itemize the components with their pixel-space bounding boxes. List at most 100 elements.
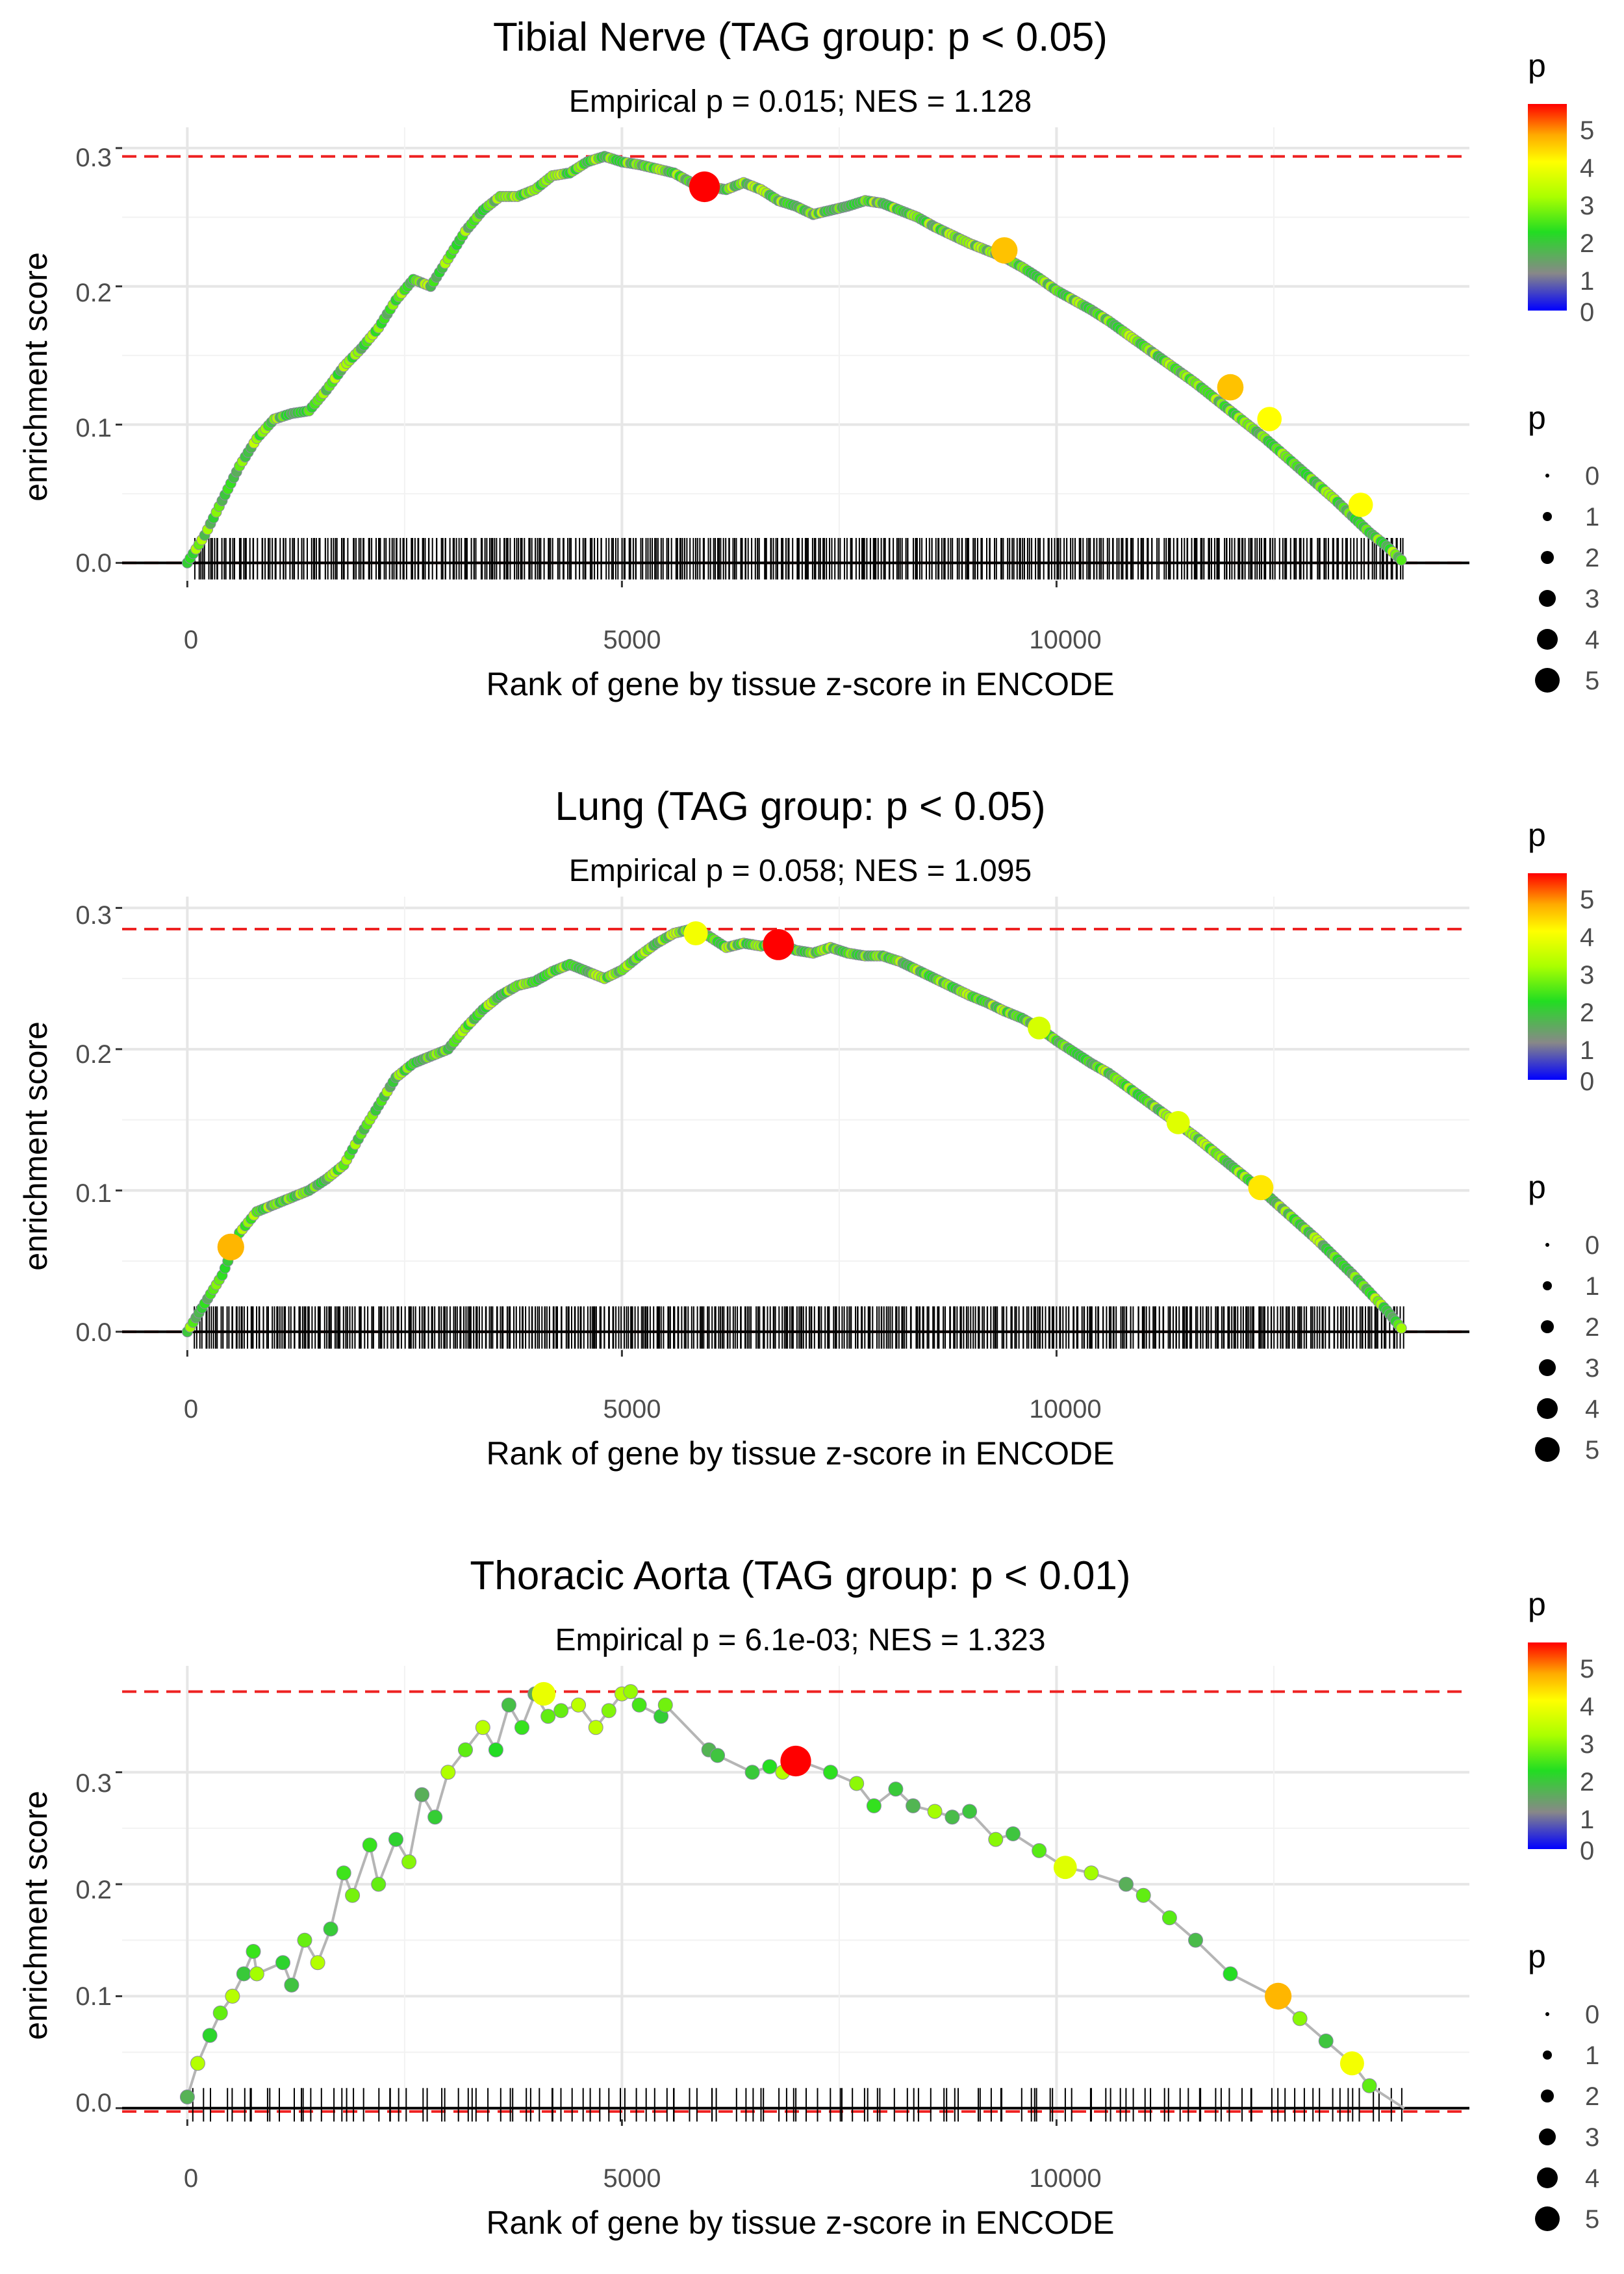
es-highlight-point: [1265, 1982, 1292, 2010]
size-key: [1539, 2128, 1556, 2145]
size-legend-label: 5: [1585, 1436, 1599, 1464]
es-point: [1395, 1322, 1407, 1334]
x-axis-label: Rank of gene by tissue z-score in ENCODE: [486, 2204, 1114, 2241]
color-legend: p 5 4 3 2 1 0: [1528, 47, 1594, 327]
size-key: [1543, 512, 1552, 521]
x-tick-label: 0: [184, 626, 198, 654]
es-point: [927, 1804, 943, 1819]
es-highlight-point: [683, 921, 708, 945]
size-legend: p 0 1 2 3 4 5: [1528, 1938, 1599, 2234]
es-point: [297, 1932, 312, 1948]
es-point: [1006, 1826, 1021, 1841]
color-legend-label: 4: [1580, 154, 1594, 183]
es-point: [849, 1776, 865, 1791]
size-legend-label: 0: [1585, 2000, 1599, 2029]
size-legend-label: 2: [1585, 1313, 1599, 1342]
es-point: [458, 1742, 473, 1757]
size-legend-label: 2: [1585, 544, 1599, 572]
es-point: [823, 1765, 838, 1780]
es-point: [275, 1955, 290, 1971]
es-point: [1136, 1887, 1151, 1903]
es-point: [246, 1944, 261, 1959]
size-key: [1545, 474, 1549, 478]
color-legend: p 5 4 3 2 1 0: [1528, 1586, 1594, 1865]
size-legend-title: p: [1528, 1938, 1546, 1974]
es-point: [988, 1832, 1004, 1847]
size-legend-label: 4: [1585, 626, 1599, 654]
size-key: [1537, 1398, 1558, 1419]
es-point: [553, 1703, 569, 1718]
y-tick-label: 0.2: [75, 279, 112, 307]
color-legend-label: 5: [1580, 886, 1594, 914]
x-tick-label: 5000: [603, 1395, 661, 1424]
x-axis-label: Rank of gene by tissue z-score in ENCODE: [486, 1435, 1114, 1472]
size-legend: p 0 1 2 3 4 5: [1528, 400, 1599, 695]
size-legend-label: 5: [1585, 667, 1599, 695]
x-axis-label: Rank of gene by tissue z-score in ENCODE: [486, 666, 1114, 702]
color-legend-label: 0: [1580, 1067, 1594, 1096]
es-point: [488, 1742, 503, 1757]
y-tick-label: 0.2: [75, 1876, 112, 1904]
plot-area: [116, 1666, 1469, 2126]
es-point: [601, 1703, 616, 1718]
es-point: [371, 1876, 387, 1892]
size-key: [1543, 1281, 1552, 1290]
es-point: [1084, 1865, 1099, 1881]
size-legend-label: 3: [1585, 2123, 1599, 2152]
color-legend-label: 4: [1580, 923, 1594, 952]
size-key: [1541, 1320, 1554, 1333]
size-key: [1535, 668, 1560, 693]
color-legend: p 5 4 3 2 1 0: [1528, 817, 1594, 1096]
size-legend-label: 0: [1585, 462, 1599, 491]
color-bar: [1528, 1642, 1567, 1849]
es-highlight-point: [1348, 492, 1373, 517]
es-point: [236, 1966, 251, 1982]
color-legend-title: p: [1528, 1586, 1546, 1622]
es-point: [401, 1854, 417, 1870]
es-point: [1188, 1932, 1203, 1948]
chart-title: Thoracic Aorta (TAG group: p < 0.01): [470, 1553, 1130, 1598]
y-tick-label: 0.3: [75, 901, 112, 930]
y-tick-label: 0.0: [75, 549, 112, 578]
es-highlight-point: [1053, 1856, 1077, 1880]
es-highlight-point: [689, 171, 720, 203]
gene-rug: [194, 538, 1404, 580]
color-legend-label: 1: [1580, 267, 1594, 296]
size-legend-label: 0: [1585, 1231, 1599, 1260]
es-highlight-point: [1166, 1111, 1190, 1134]
es-highlight-point: [217, 1233, 244, 1260]
color-legend-label: 4: [1580, 1693, 1594, 1721]
es-point: [762, 1759, 778, 1774]
es-point: [588, 1720, 603, 1735]
es-point: [225, 1988, 240, 2004]
es-point: [866, 1798, 882, 1813]
es-point: [710, 1748, 726, 1763]
color-legend-label: 5: [1580, 1655, 1594, 1683]
color-legend-label: 0: [1580, 1837, 1594, 1865]
size-key: [1535, 2206, 1560, 2231]
panel-thoracic-aorta: Thoracic Aorta (TAG group: p < 0.01) Emp…: [18, 1553, 1599, 2241]
plot-area: [116, 127, 1469, 587]
panel-tibial-nerve: Tibial Nerve (TAG group: p < 0.05) Empir…: [18, 15, 1599, 702]
x-tick-label: 10000: [1029, 626, 1101, 654]
size-legend-label: 4: [1585, 1395, 1599, 1424]
es-point: [336, 1865, 351, 1881]
y-tick-label: 0.0: [75, 1318, 112, 1347]
size-legend: p 0 1 2 3 4 5: [1528, 1169, 1599, 1464]
size-key: [1535, 1437, 1560, 1462]
es-point: [1119, 1876, 1134, 1892]
size-legend-label: 1: [1585, 2041, 1599, 2070]
es-point: [190, 2056, 205, 2071]
y-axis-label: enrichment score: [18, 252, 54, 502]
chart-subtitle: Empirical p = 6.1e-03; NES = 1.323: [555, 1623, 1045, 1657]
es-points: [179, 1684, 1377, 2104]
color-legend-label: 2: [1580, 229, 1594, 258]
es-point: [906, 1798, 921, 1813]
size-key: [1545, 2012, 1549, 2016]
y-tick-label: 0.1: [75, 414, 112, 442]
size-legend-label: 3: [1585, 585, 1599, 613]
es-point: [1395, 554, 1407, 566]
es-points: [181, 151, 1407, 568]
es-point: [623, 1684, 639, 1700]
